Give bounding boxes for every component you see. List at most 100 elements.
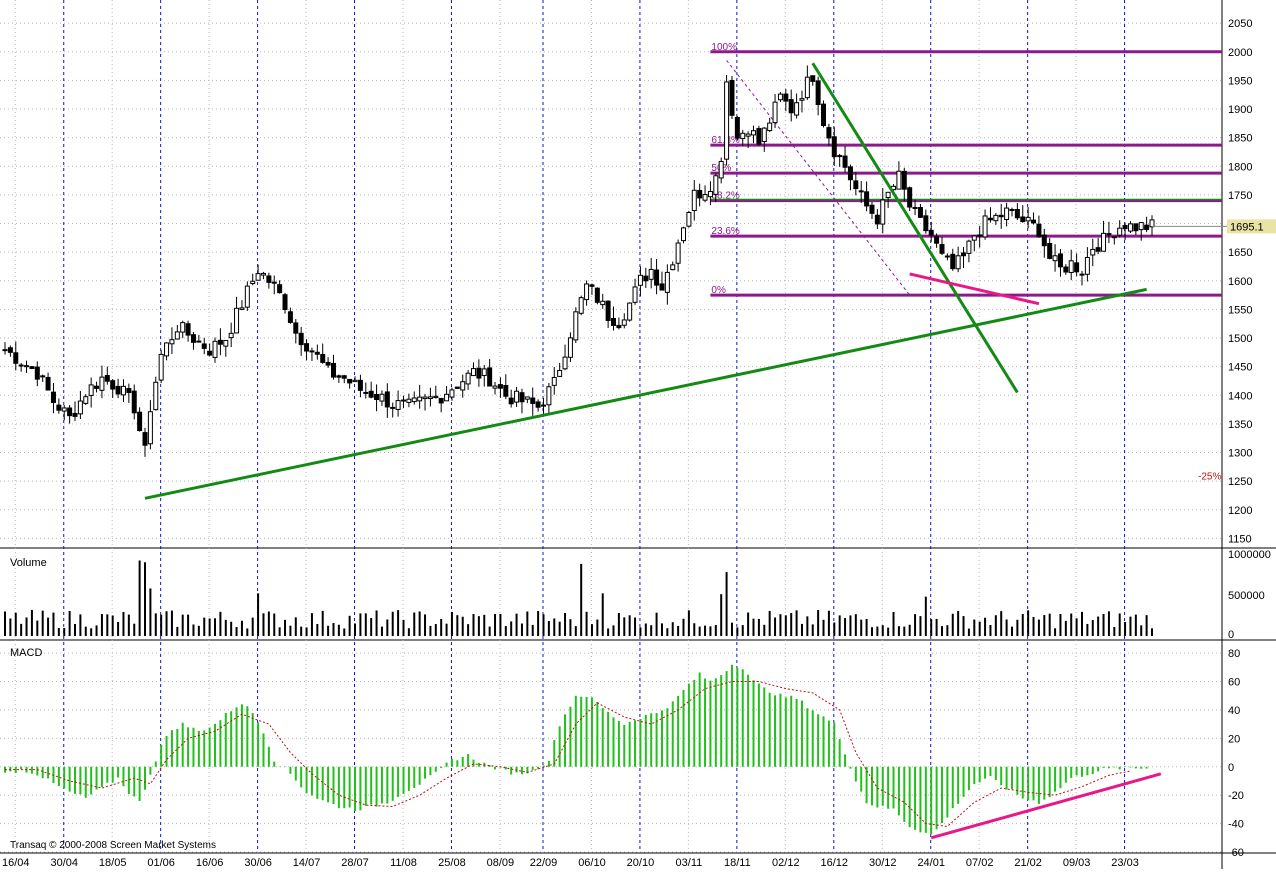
candle-body [164, 342, 170, 357]
candle-body [794, 102, 800, 116]
macd-tick-label: -60 [1228, 847, 1244, 859]
candle-body [508, 397, 514, 405]
candle-body [314, 351, 320, 355]
candle-body [961, 252, 967, 257]
candle-body [1106, 233, 1112, 236]
candle-body [578, 297, 584, 314]
candle-body [1074, 262, 1080, 273]
candle-body [153, 381, 159, 411]
candle-body [131, 390, 137, 414]
candle-body [767, 122, 773, 132]
candle-body [287, 311, 293, 323]
candle-body [788, 99, 794, 114]
candle-body [756, 128, 762, 145]
fib-level-label: 100% [711, 42, 737, 53]
candle-body [751, 130, 757, 136]
candle-body [88, 384, 94, 396]
last-price-label: 1695.1 [1230, 221, 1264, 233]
candle-body [277, 284, 283, 294]
candle-body [659, 283, 665, 291]
candle-body [1047, 243, 1053, 259]
x-tick-label: 28/07 [341, 857, 369, 869]
candle-body [858, 190, 864, 193]
candle-body [433, 395, 439, 398]
fib-level-label: 38.2% [711, 191, 739, 202]
candle-body [444, 393, 450, 402]
price-tick-label: 2000 [1228, 47, 1252, 59]
candle-body [783, 93, 789, 102]
candle-body [772, 101, 778, 124]
candle-body [476, 367, 482, 379]
candle-body [675, 242, 681, 264]
candle-body [18, 364, 24, 367]
candle-body [481, 368, 487, 376]
candle-body [1127, 223, 1133, 232]
candle-body [713, 175, 719, 195]
candle-body [271, 281, 277, 284]
candle-body [810, 75, 816, 82]
candle-body [2, 349, 8, 352]
candle-body [190, 334, 196, 343]
candle-body [147, 411, 153, 445]
candle-body [50, 391, 56, 403]
candle-body [950, 253, 956, 270]
candle-body [217, 339, 223, 345]
candle-body [734, 116, 740, 139]
candle-body [718, 160, 724, 179]
x-tick-label: 16/06 [196, 857, 224, 869]
candle-body [562, 356, 568, 370]
candle-body [1009, 209, 1015, 212]
candle-body [347, 378, 353, 384]
x-tick-label: 30/12 [869, 857, 897, 869]
candle-body [400, 399, 406, 402]
price-tick-label: 1350 [1228, 419, 1252, 431]
candle-body [266, 275, 272, 283]
candle-body [72, 412, 78, 417]
candle-body [955, 255, 961, 270]
candle-body [1068, 260, 1074, 273]
candle-body [729, 79, 735, 116]
candle-body [648, 268, 654, 280]
x-tick-label: 09/03 [1063, 857, 1091, 869]
candle-body [115, 385, 121, 395]
candle-body [691, 189, 697, 212]
x-tick-label: 18/11 [724, 857, 751, 869]
macd-tick-label: -20 [1228, 790, 1244, 802]
candle-body [417, 396, 423, 402]
candle-body [487, 367, 493, 387]
candle-body [13, 352, 19, 364]
candle-body [907, 187, 913, 208]
price-tick-label: 1200 [1228, 505, 1252, 517]
candle-body [196, 340, 202, 343]
candle-body [745, 133, 751, 137]
candle-body [255, 273, 261, 281]
candle-body [1149, 219, 1155, 228]
candle-body [1014, 209, 1020, 219]
x-tick-label: 16/04 [2, 857, 30, 869]
candle-body [503, 385, 509, 397]
candle-body [34, 366, 40, 380]
candle-body [379, 393, 385, 402]
candle-body [869, 204, 875, 214]
x-tick-label: 14/07 [293, 857, 321, 869]
x-tick-label: 21/02 [1014, 857, 1042, 869]
candle-body [228, 332, 234, 339]
candle-body [390, 406, 396, 409]
candle-body [384, 391, 390, 408]
price-tick-label: 1800 [1228, 161, 1252, 173]
candle-body [853, 180, 859, 190]
candle-body [223, 339, 229, 347]
x-tick-label: 16/12 [821, 857, 849, 869]
candle-body [169, 339, 175, 345]
candle-body [1138, 222, 1144, 231]
macd-signal-line [5, 681, 1131, 827]
volume-tick-label: 0 [1228, 629, 1234, 641]
price-tick-label: 1550 [1228, 304, 1252, 316]
candle-body [1020, 216, 1026, 223]
candle-body [120, 385, 126, 396]
candle-body [357, 379, 363, 391]
macd-trendline [930, 772, 1162, 840]
candle-body [912, 206, 918, 209]
candle-body [1057, 253, 1063, 268]
